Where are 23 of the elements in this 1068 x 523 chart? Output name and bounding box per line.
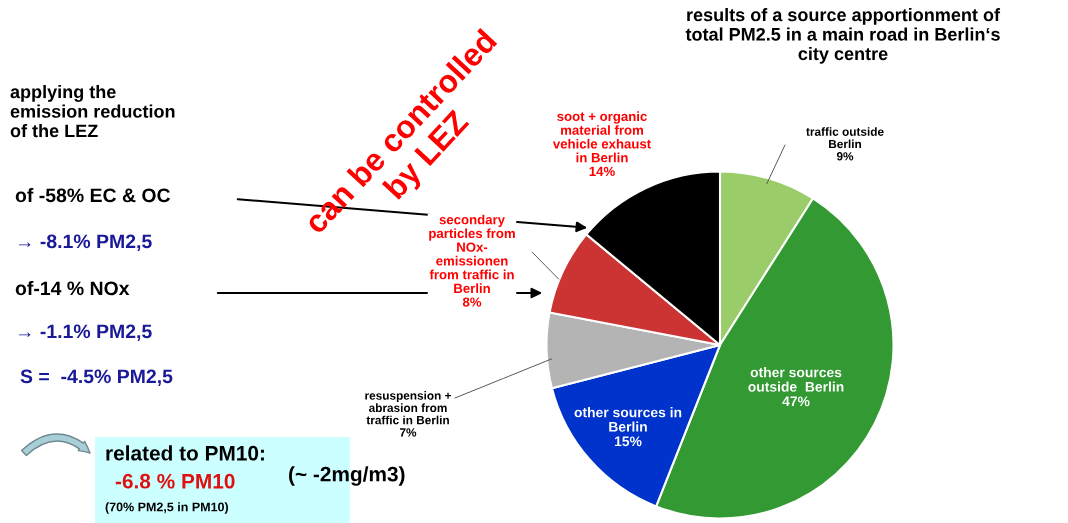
text: -6.8 % PM10 [115, 473, 235, 489]
data-label: 7% [399, 428, 417, 437]
chart-title: results of a source apportionment of total PM2.5 in a main road in Berlin‘s city centre [685, 8, 1001, 64]
text: → -8.1% PM2,5 [18, 234, 152, 252]
slice-label: traffic outside Berlin [806, 127, 884, 149]
slice-label: soot + organic material from vehicle exhaust in Berlin [552, 111, 651, 163]
data-label: 14% [589, 166, 615, 177]
text: S = -4.5% PM2,5 [20, 369, 173, 387]
slice-label: resuspension + abrasion from traffic in Berlin [365, 391, 451, 425]
text: → -1.1% PM2,5 [18, 324, 152, 342]
text: applying the emission reduction of the LEZ [10, 85, 175, 138]
text: of -58% EC & OC [15, 187, 171, 203]
slice-label: other sources outside Berlin [748, 367, 844, 392]
text: of-14 % NOx [15, 280, 130, 296]
data-label: 9% [836, 152, 854, 161]
data-label: 8% [462, 297, 482, 307]
text: (70% PM2,5 in PM10) [105, 502, 229, 514]
data-label: 15% [614, 436, 642, 447]
slice-label: secondary particles from NOx- emissionen from traffic in Berlin [429, 214, 515, 294]
text: related to PM10: [106, 445, 264, 461]
data-label: 47% [782, 396, 810, 407]
slice-label: other sources in Berlin [574, 407, 682, 432]
text: (~ -2mg/m3) [289, 466, 405, 486]
